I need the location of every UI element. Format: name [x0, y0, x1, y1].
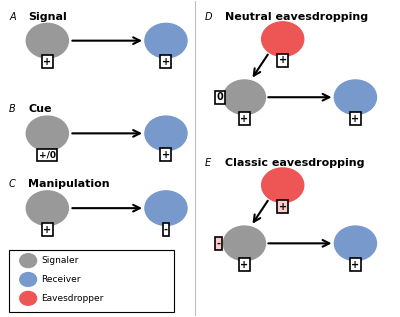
Circle shape	[26, 191, 68, 225]
Text: +: +	[43, 57, 51, 67]
Text: Classic eavesdropping: Classic eavesdropping	[225, 158, 365, 169]
Text: B: B	[9, 105, 16, 114]
Text: Cue: Cue	[28, 105, 52, 114]
Text: E: E	[204, 158, 210, 169]
Circle shape	[26, 116, 68, 151]
Circle shape	[145, 191, 187, 225]
Text: A: A	[9, 12, 16, 23]
Text: +: +	[351, 260, 360, 270]
Bar	[9, 249, 174, 313]
Circle shape	[20, 273, 37, 286]
Circle shape	[20, 254, 37, 268]
Text: +: +	[43, 224, 51, 235]
Text: Neutral eavesdropping: Neutral eavesdropping	[225, 12, 368, 23]
Text: Receiver: Receiver	[42, 275, 81, 284]
Text: +: +	[240, 113, 248, 124]
Circle shape	[26, 23, 68, 58]
Text: Signaler: Signaler	[42, 256, 79, 265]
Circle shape	[334, 226, 376, 261]
Text: C: C	[9, 179, 16, 189]
Text: 0: 0	[217, 92, 224, 102]
Text: +: +	[279, 202, 287, 211]
Text: Eavesdropper: Eavesdropper	[42, 294, 104, 303]
Text: +/0: +/0	[39, 150, 56, 159]
Text: D: D	[204, 12, 212, 23]
Circle shape	[262, 22, 304, 56]
Text: Manipulation: Manipulation	[28, 179, 110, 189]
Circle shape	[223, 80, 266, 114]
Text: +: +	[240, 260, 248, 270]
Text: Signal: Signal	[28, 12, 67, 23]
Circle shape	[262, 168, 304, 203]
Text: +: +	[162, 150, 170, 160]
Circle shape	[145, 116, 187, 151]
Text: +: +	[351, 113, 360, 124]
Circle shape	[334, 80, 376, 114]
Circle shape	[145, 23, 187, 58]
Text: -: -	[216, 238, 220, 248]
Circle shape	[20, 291, 37, 305]
Text: +: +	[279, 55, 287, 66]
Text: +: +	[162, 57, 170, 67]
Text: -: -	[164, 224, 168, 235]
Circle shape	[223, 226, 266, 261]
